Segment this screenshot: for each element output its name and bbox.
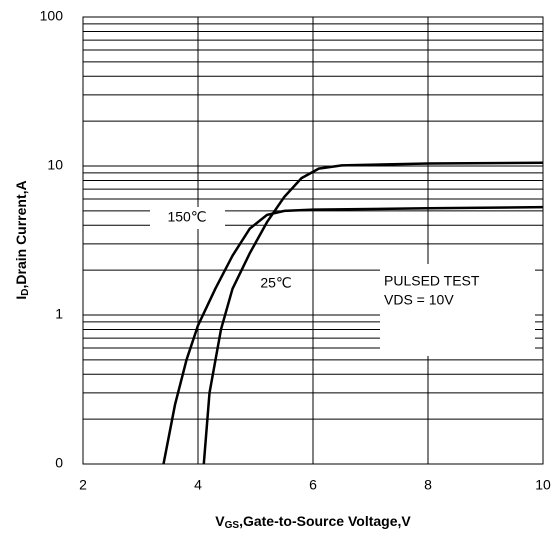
y-tick-label: 10	[47, 157, 63, 173]
y-axis-label: ID,Drain Current,A	[13, 180, 31, 299]
y-tick-label: 0	[55, 455, 63, 471]
x-tick-label: 8	[424, 477, 432, 493]
plot-frame	[82, 16, 544, 465]
label-mask	[252, 273, 300, 295]
y-tick-label: 100	[40, 8, 64, 24]
curve	[162, 205, 544, 465]
series-label: 150℃	[167, 209, 206, 225]
label-mask	[380, 264, 535, 356]
series-label: 25℃	[260, 275, 291, 291]
x-tick-label: 4	[194, 477, 202, 493]
y-tick-label: 1	[55, 306, 63, 322]
grid	[82, 16, 544, 465]
annotation: VDS = 10V	[384, 292, 454, 308]
x-tick-label: 10	[535, 477, 551, 493]
x-axis-label: VGS,Gate-to-Source Voltage,V	[215, 513, 411, 531]
x-tick-label: 6	[309, 477, 317, 493]
curves	[162, 161, 544, 465]
annotation: PULSED TEST	[384, 273, 480, 289]
labels: 0 1 10 100 2 4 6 8 10 150℃ 25℃ PULSED TEST VDS = 10V	[40, 8, 551, 493]
curve	[202, 161, 544, 465]
x-tick-label: 2	[79, 477, 87, 493]
label-mask	[150, 207, 225, 229]
